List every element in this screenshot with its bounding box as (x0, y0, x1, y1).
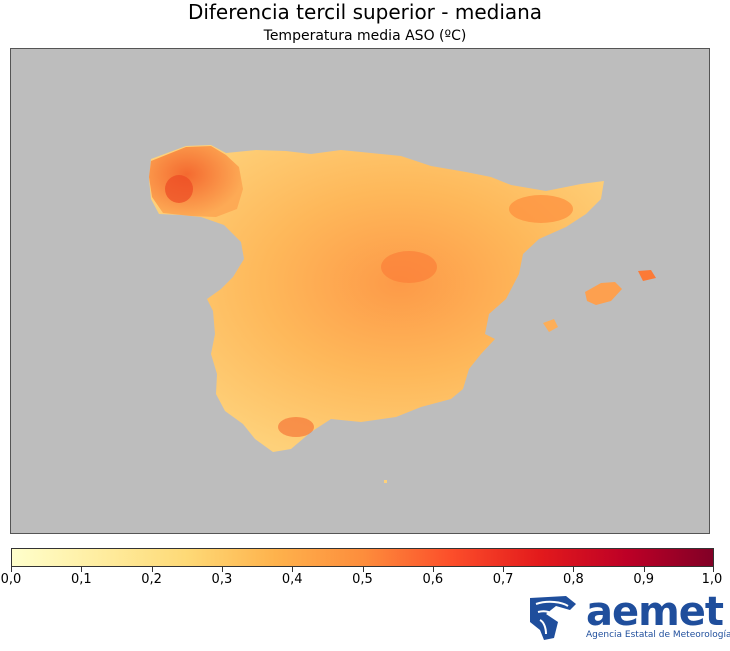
logo-subtitle: Agencia Estatal de Meteorología (586, 630, 730, 640)
map-svg (149, 145, 656, 483)
colorbar-tick-mark (292, 567, 294, 572)
aemet-emblem-icon (530, 596, 576, 640)
region-menorca (638, 270, 656, 281)
hotspot-south (278, 417, 314, 437)
map-panel (10, 48, 710, 534)
colorbar-tick-label: 0,9 (633, 572, 655, 587)
hotspot-galicia (165, 175, 193, 203)
colorbar-tick-mark (713, 567, 714, 572)
region-ibiza (543, 319, 558, 332)
colorbar-ticks: 0,0 0,1 0,2 0,3 0,4 0,5 0,6 0,7 0,8 0,9 1,0 (0, 567, 730, 591)
colorbar-tick-label: 0,8 (563, 572, 584, 587)
chart-title: Diferencia tercil superior - mediana (187, 0, 543, 24)
hotspot-center (381, 251, 437, 283)
colorbar-tick-label: 0,2 (141, 572, 162, 587)
colorbar (11, 548, 714, 567)
aemet-logo: aemet Agencia Estatal de Meteorología (526, 589, 730, 646)
colorbar-tick-label: 0,1 (70, 572, 92, 587)
colorbar-gradient (12, 549, 713, 566)
colorbar-tick-mark (432, 567, 434, 572)
logo-wordmark: aemet (586, 589, 724, 635)
colorbar-tick-label: 0,6 (422, 572, 444, 587)
colorbar-tick-mark (643, 567, 645, 572)
colorbar-tick-mark (151, 567, 153, 572)
region-islet (384, 480, 387, 483)
colorbar-tick-mark (81, 567, 83, 572)
colorbar-tick-label: 0,7 (492, 572, 514, 587)
colorbar-tick-label: 1,0 (701, 572, 723, 587)
colorbar-tick-mark (503, 567, 505, 572)
colorbar-tick-mark (573, 567, 575, 572)
colorbar-tick-label: 0,0 (0, 572, 22, 587)
chart-subtitle: Temperatura media ASO (ºC) (263, 28, 467, 44)
region-peninsula (149, 145, 604, 452)
colorbar-tick-mark (221, 567, 223, 572)
colorbar-tick-mark (11, 567, 12, 572)
hotspot-pyrenees (509, 195, 573, 223)
colorbar-tick-label: 0,3 (211, 572, 233, 587)
colorbar-tick-label: 0,5 (352, 572, 373, 587)
colorbar-tick-mark (362, 567, 364, 572)
region-mallorca (585, 282, 622, 305)
colorbar-tick-label: 0,4 (281, 572, 303, 587)
